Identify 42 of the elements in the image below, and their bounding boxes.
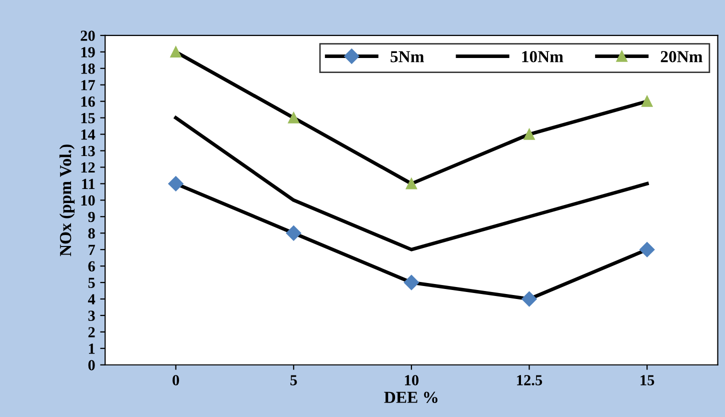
point — [639, 242, 655, 258]
legend-label: 10Nm — [522, 51, 564, 62]
x-tick-label: 0 — [172, 375, 180, 386]
y-tick-label: 16 — [81, 96, 95, 107]
y-tick-label: 15 — [81, 113, 95, 124]
y-tick-label: 13 — [81, 146, 95, 156]
point — [524, 128, 535, 140]
y-tick-label: 18 — [81, 64, 95, 74]
y-tick-label: 9 — [88, 212, 95, 222]
point — [168, 176, 184, 192]
y-tick-label: 10 — [81, 195, 95, 206]
y-axis-title: NOx (ppm Vol.) — [59, 144, 75, 256]
point — [406, 178, 417, 190]
y-tick-label: 3 — [88, 310, 95, 321]
legend-label: 5Nm — [390, 51, 424, 62]
y-tick-label: 7 — [88, 244, 96, 255]
point — [642, 96, 653, 107]
y-tick-label: 17 — [81, 80, 96, 90]
point — [404, 274, 420, 290]
point — [288, 112, 300, 124]
legend-label: 20Nm — [660, 51, 702, 62]
y-tick-label: 2 — [88, 327, 95, 338]
y-tick-label: 11 — [82, 178, 95, 189]
x-tick-label: 15 — [640, 375, 654, 386]
y-tick-label: 6 — [88, 261, 95, 272]
line-series — [174, 116, 649, 252]
y-tick-label: 12 — [81, 162, 95, 173]
x-tick-label: 12.5 — [517, 375, 542, 386]
point — [286, 226, 302, 241]
x-tick-label: 10 — [405, 375, 418, 386]
x-axis-title: DEE % — [384, 392, 438, 404]
y-tick-label: 20 — [80, 30, 95, 41]
y-tick-label: 4 — [88, 294, 96, 304]
y-tick-label: 8 — [88, 228, 95, 239]
y-tick-label: 0 — [88, 360, 95, 370]
y-tick-label: 19 — [81, 47, 95, 58]
x-tick-label: 5 — [290, 375, 297, 386]
point — [170, 46, 182, 58]
point — [522, 291, 537, 307]
y-tick-label: 1 — [88, 344, 95, 354]
y-tick-label: 5 — [88, 278, 95, 288]
y-tick-label: 14 — [81, 129, 96, 140]
